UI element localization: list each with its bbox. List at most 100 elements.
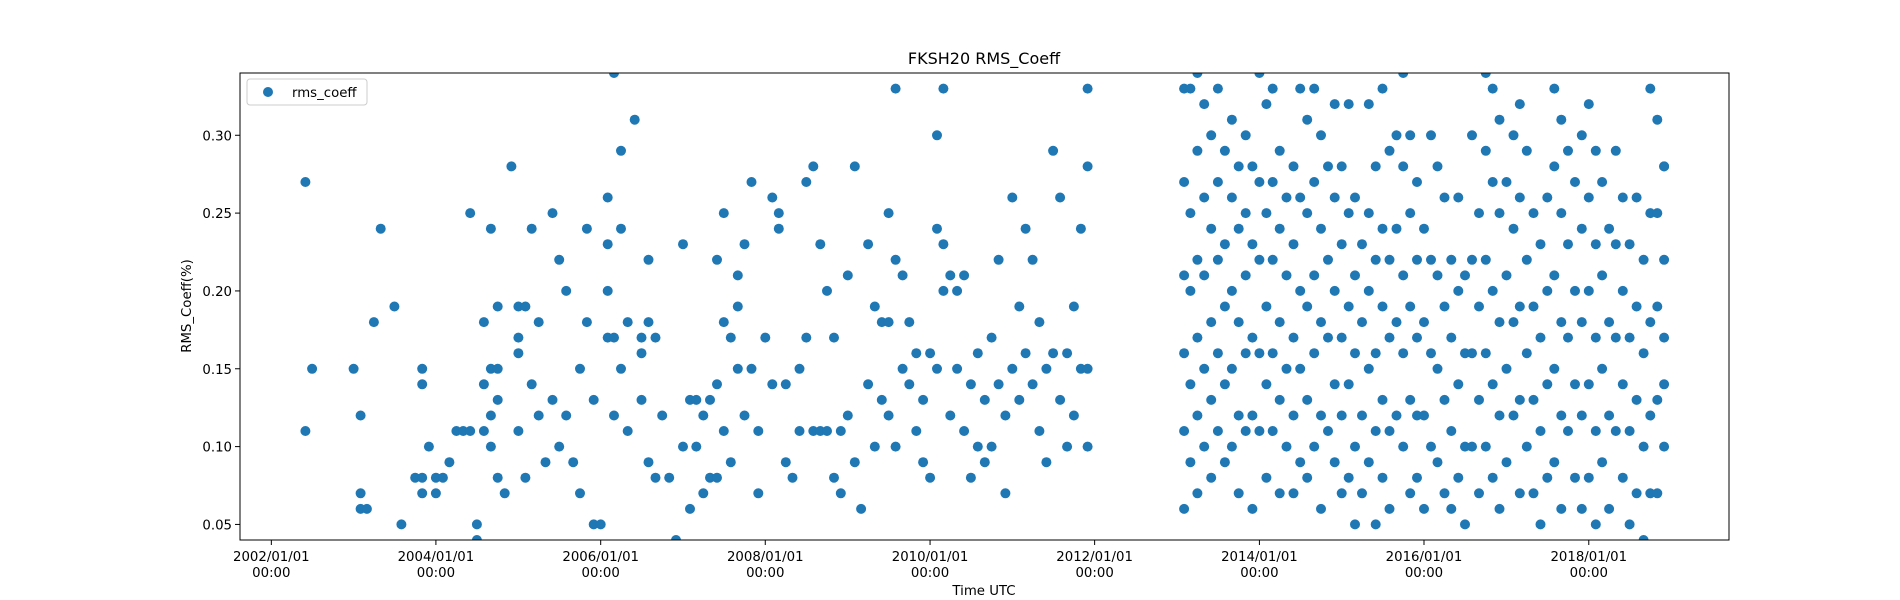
data-point — [1514, 301, 1525, 312]
data-point — [1274, 223, 1285, 234]
data-point — [1034, 317, 1045, 328]
data-point — [1329, 379, 1340, 390]
data-point — [1521, 145, 1532, 156]
data-point — [1247, 410, 1258, 421]
x-axis-label: Time UTC — [951, 584, 1015, 599]
data-point — [1501, 457, 1512, 468]
data-point — [1336, 488, 1347, 499]
data-point — [705, 472, 715, 483]
data-point — [1261, 208, 1272, 219]
data-point — [1226, 114, 1237, 125]
data-point — [1206, 130, 1217, 141]
y-axis-label: RMS_Coeff(%) — [180, 259, 195, 353]
data-point — [1631, 301, 1642, 312]
data-point — [918, 457, 929, 468]
data-point — [1192, 254, 1203, 265]
data-point — [1494, 503, 1505, 514]
data-point — [1179, 426, 1190, 436]
data-point — [1357, 410, 1367, 421]
data-point — [1474, 301, 1484, 312]
data-point — [1535, 426, 1546, 436]
data-point — [417, 472, 428, 483]
data-point — [1570, 177, 1580, 187]
data-point — [1316, 317, 1326, 328]
data-point — [794, 426, 805, 436]
data-point — [581, 317, 592, 328]
data-point — [1645, 83, 1656, 94]
data-point — [1590, 426, 1601, 436]
data-point — [808, 161, 819, 172]
data-point — [746, 363, 757, 374]
data-point — [1645, 410, 1656, 421]
data-point — [1576, 223, 1587, 234]
data-point — [979, 394, 990, 405]
data-point — [1192, 145, 1203, 156]
data-point — [513, 332, 524, 343]
data-point — [1240, 130, 1251, 141]
data-point — [1453, 192, 1464, 203]
data-point — [829, 472, 839, 483]
data-point — [972, 348, 983, 359]
data-point — [1350, 348, 1360, 359]
data-point — [588, 519, 599, 530]
data-point — [712, 254, 722, 265]
data-point — [513, 301, 524, 312]
data-point — [1570, 472, 1580, 483]
y-tick-label: 0.20 — [202, 285, 232, 300]
data-point — [444, 457, 455, 468]
data-point — [1535, 332, 1546, 343]
data-point — [932, 223, 942, 234]
data-point — [1659, 254, 1670, 265]
data-point — [732, 301, 743, 312]
data-point — [1219, 457, 1230, 468]
data-point — [1597, 457, 1608, 468]
data-point — [417, 488, 428, 499]
data-point — [1206, 317, 1217, 328]
data-point — [602, 239, 613, 250]
data-point — [1405, 488, 1416, 499]
data-point — [1604, 503, 1615, 514]
data-point — [417, 363, 428, 374]
data-point — [1000, 488, 1011, 499]
data-point — [1288, 239, 1299, 250]
data-point — [1219, 239, 1230, 250]
data-point — [1412, 332, 1422, 343]
data-point — [1432, 270, 1443, 281]
data-point — [1426, 130, 1436, 141]
x-tick-label-time: 00:00 — [746, 566, 784, 581]
data-point — [835, 488, 846, 499]
data-point — [1391, 317, 1402, 328]
data-point — [1631, 192, 1642, 203]
data-point — [1583, 192, 1594, 203]
data-point — [959, 270, 970, 281]
data-point — [1467, 441, 1477, 452]
data-point — [1617, 192, 1628, 203]
data-point — [1254, 73, 1265, 78]
data-point — [1179, 503, 1190, 514]
data-point — [1405, 301, 1416, 312]
data-point — [1082, 161, 1093, 172]
data-point — [471, 535, 482, 540]
data-point — [1652, 394, 1663, 405]
data-point — [1219, 379, 1230, 390]
data-point — [1583, 99, 1594, 110]
x-tick-label-time: 00:00 — [252, 566, 290, 581]
data-point — [993, 379, 1004, 390]
data-point — [1212, 177, 1223, 187]
data-point — [993, 254, 1004, 265]
data-point — [1412, 410, 1422, 421]
data-point — [1521, 441, 1532, 452]
data-point — [1288, 488, 1299, 499]
data-point — [1487, 83, 1498, 94]
data-point — [1179, 177, 1190, 187]
data-point — [1350, 192, 1360, 203]
data-point — [1419, 223, 1429, 234]
data-point — [1474, 488, 1484, 499]
data-point — [1514, 99, 1525, 110]
data-point — [1350, 441, 1360, 452]
data-point — [1288, 410, 1299, 421]
data-point — [1267, 254, 1278, 265]
data-point — [1439, 488, 1450, 499]
data-point — [1446, 332, 1457, 343]
data-point — [616, 363, 626, 374]
